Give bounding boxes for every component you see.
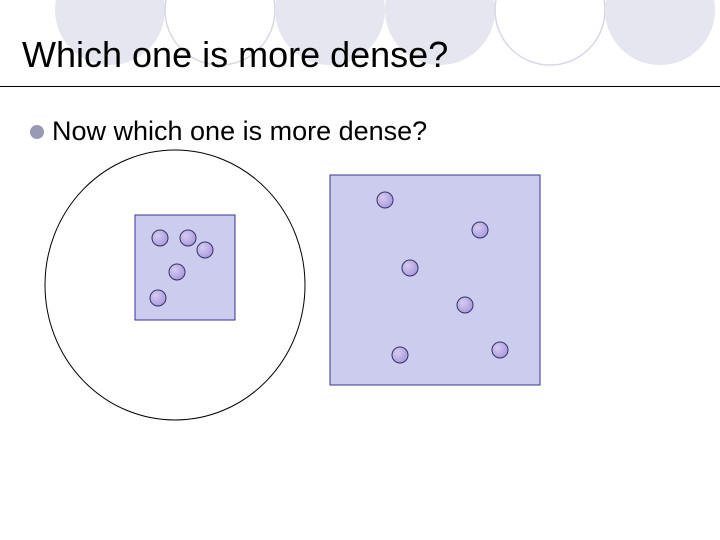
- density-diagram: [0, 0, 720, 540]
